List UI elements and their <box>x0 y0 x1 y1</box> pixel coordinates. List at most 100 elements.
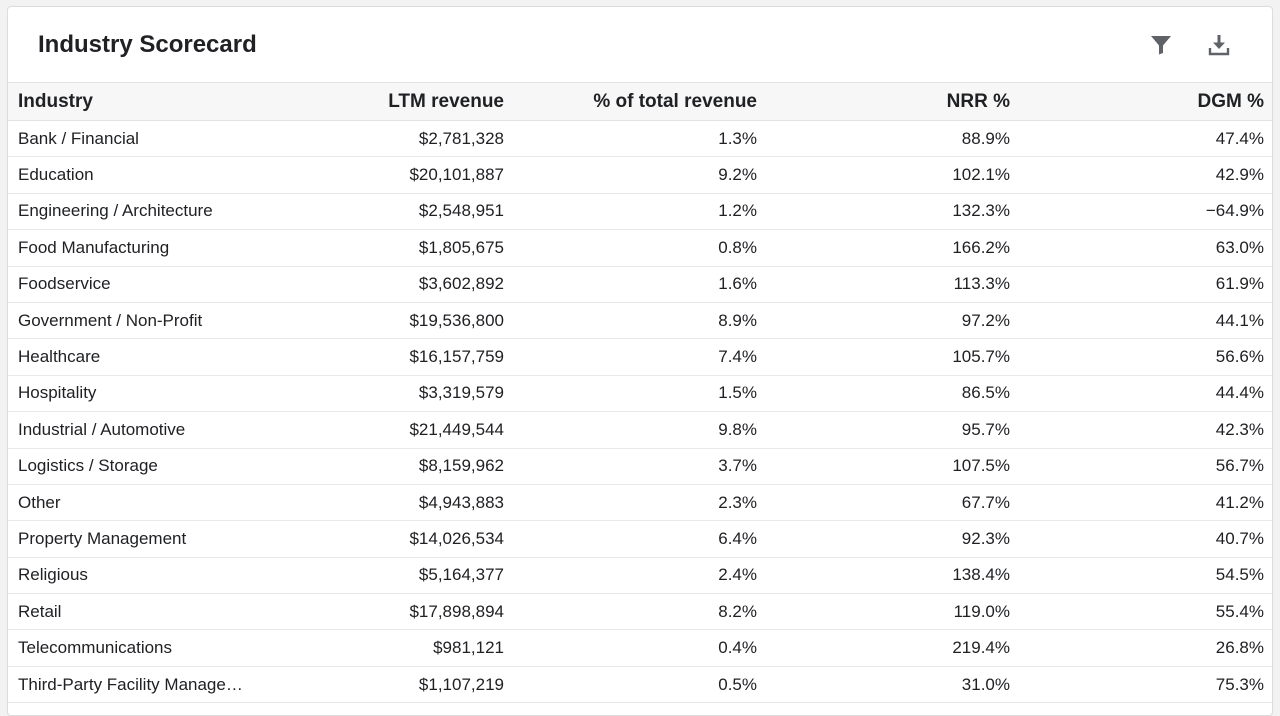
cell-dgm: 54.5% <box>1215 565 1264 585</box>
cell-nrr: 138.4% <box>952 565 1010 585</box>
download-button[interactable] <box>1207 33 1231 57</box>
cell-industry: Food Manufacturing <box>18 237 170 257</box>
cell-dgm: 55.4% <box>1215 601 1264 621</box>
table-row[interactable]: Religious $5,164,377 2.4% 138.4% 54.5% <box>8 557 1272 594</box>
download-icon <box>1208 35 1230 56</box>
cell-nrr: 102.1% <box>952 165 1010 185</box>
cell-pct-total-revenue: 3.7% <box>718 456 757 476</box>
cell-ltm-revenue: $1,107,219 <box>418 674 504 694</box>
cell-dgm: 40.7% <box>1215 528 1264 548</box>
cell-industry: Engineering / Architecture <box>18 201 213 221</box>
cell-pct-total-revenue: 2.4% <box>718 565 757 585</box>
cell-nrr: 132.3% <box>952 201 1010 221</box>
cell-nrr: 67.7% <box>961 492 1010 512</box>
cell-nrr: 97.2% <box>961 310 1010 330</box>
card-title: Industry Scorecard <box>38 31 257 58</box>
card-header: Industry Scorecard <box>8 7 1272 82</box>
cell-pct-total-revenue: 0.8% <box>718 237 757 257</box>
table-row[interactable]: Government / Non-Profit $19,536,800 8.9% 97… <box>8 302 1272 339</box>
table-row[interactable]: Education $20,101,887 9.2% 102.1% 42.9% <box>8 157 1272 194</box>
cell-ltm-revenue: $3,319,579 <box>418 383 504 403</box>
cell-nrr: 88.9% <box>961 128 1010 148</box>
cell-ltm-revenue: $1,805,675 <box>418 237 504 257</box>
cell-industry: Religious <box>18 565 88 585</box>
cell-ltm-revenue: $3,602,892 <box>418 274 504 294</box>
cell-ltm-revenue: $2,548,951 <box>418 201 504 221</box>
cell-ltm-revenue: $19,536,800 <box>409 310 504 330</box>
table-row[interactable]: Industrial / Automotive $21,449,544 9.8% 95… <box>8 412 1272 449</box>
cell-dgm: 56.7% <box>1215 456 1264 476</box>
table-row[interactable]: Third-Party Facility Managem… $1,107,219 0… <box>8 666 1272 703</box>
cell-dgm: 47.4% <box>1215 128 1264 148</box>
cell-ltm-revenue: $16,157,759 <box>409 347 504 367</box>
table-row[interactable]: Property Management $14,026,534 6.4% 92.3% 4… <box>8 521 1272 558</box>
cell-ltm-revenue: $21,449,544 <box>409 419 504 439</box>
column-header-nrr[interactable]: NRR % <box>946 90 1010 112</box>
table-row[interactable]: Engineering / Architecture $2,548,951 1.2%… <box>8 193 1272 230</box>
cell-industry: Government / Non-Profit <box>18 310 203 330</box>
cell-dgm: 44.1% <box>1215 310 1264 330</box>
cell-pct-total-revenue: 1.6% <box>718 274 757 294</box>
cell-ltm-revenue: $2,781,328 <box>418 128 504 148</box>
table-row[interactable]: Healthcare $16,157,759 7.4% 105.7% 56.6% <box>8 339 1272 376</box>
cell-nrr: 119.0% <box>953 601 1010 621</box>
cell-industry: Logistics / Storage <box>18 456 158 476</box>
cell-ltm-revenue: $8,159,962 <box>418 456 504 476</box>
cell-dgm: 75.3% <box>1215 674 1264 694</box>
industry-scorecard-card: Industry Scorecard Industry LTM revenue … <box>7 6 1273 716</box>
column-header-pct-total-revenue[interactable]: % of total revenue <box>593 90 757 112</box>
cell-nrr: 31.0% <box>961 674 1010 694</box>
filter-icon <box>1151 36 1171 55</box>
table-row[interactable]: Telecommunications $981,121 0.4% 219.4% 26.8… <box>8 630 1272 667</box>
cell-industry: Telecommunications <box>18 638 173 658</box>
column-header-industry[interactable]: Industry <box>18 90 93 112</box>
table-row[interactable]: Other $4,943,883 2.3% 67.7% 41.2% <box>8 484 1272 521</box>
cell-industry: Third-Party Facility Managem… <box>18 674 258 694</box>
cell-pct-total-revenue: 7.4% <box>718 347 757 367</box>
cell-pct-total-revenue: 0.5% <box>718 674 757 694</box>
table-row[interactable]: Food Manufacturing $1,805,675 0.8% 166.2% 63… <box>8 230 1272 267</box>
cell-industry: Other <box>18 492 61 512</box>
cell-ltm-revenue: $20,101,887 <box>409 165 504 185</box>
cell-dgm: 26.8% <box>1215 638 1264 658</box>
cell-pct-total-revenue: 9.8% <box>718 419 757 439</box>
table-row[interactable]: Hospitality $3,319,579 1.5% 86.5% 44.4% <box>8 375 1272 412</box>
cell-dgm: 42.9% <box>1215 165 1264 185</box>
cell-nrr: 92.3% <box>961 528 1010 548</box>
cell-nrr: 86.5% <box>961 383 1010 403</box>
cell-pct-total-revenue: 2.3% <box>718 492 757 512</box>
cell-pct-total-revenue: 1.3% <box>718 128 757 148</box>
scorecard-table: Industry LTM revenue % of total revenue … <box>8 82 1272 703</box>
cell-ltm-revenue: $981,121 <box>433 638 504 658</box>
cell-nrr: 219.4% <box>952 638 1010 658</box>
table-header: Industry LTM revenue % of total revenue … <box>8 82 1272 121</box>
cell-nrr: 107.5% <box>952 456 1010 476</box>
cell-ltm-revenue: $5,164,377 <box>418 565 504 585</box>
cell-pct-total-revenue: 9.2% <box>718 165 757 185</box>
table-row[interactable]: Logistics / Storage $8,159,962 3.7% 107.5% 5… <box>8 448 1272 485</box>
table-body: Bank / Financial $2,781,328 1.3% 88.9% 47.4%… <box>8 121 1272 703</box>
cell-pct-total-revenue: 1.5% <box>718 383 757 403</box>
column-header-dgm[interactable]: DGM % <box>1197 90 1265 112</box>
header-row: Industry LTM revenue % of total revenue … <box>8 82 1272 121</box>
filter-button[interactable] <box>1149 33 1173 57</box>
cell-pct-total-revenue: 0.4% <box>718 638 757 658</box>
cell-dgm: 42.3% <box>1215 419 1264 439</box>
table-row[interactable]: Foodservice $3,602,892 1.6% 113.3% 61.9% <box>8 266 1272 303</box>
cell-industry: Foodservice <box>18 274 111 294</box>
cell-pct-total-revenue: 1.2% <box>718 201 757 221</box>
cell-pct-total-revenue: 6.4% <box>718 528 757 548</box>
cell-nrr: 105.7% <box>952 347 1010 367</box>
cell-ltm-revenue: $14,026,534 <box>409 528 504 548</box>
table-row[interactable]: Retail $17,898,894 8.2% 119.0% 55.4% <box>8 594 1272 630</box>
cell-industry: Bank / Financial <box>18 128 139 148</box>
cell-industry: Industrial / Automotive <box>18 419 186 439</box>
cell-nrr: 95.7% <box>961 419 1010 439</box>
cell-dgm: 44.4% <box>1215 383 1264 403</box>
cell-dgm: 56.6% <box>1215 347 1264 367</box>
cell-industry: Education <box>18 165 94 185</box>
table-row[interactable]: Bank / Financial $2,781,328 1.3% 88.9% 47.4% <box>8 121 1272 157</box>
cell-industry: Retail <box>18 601 62 621</box>
column-header-ltm-revenue[interactable]: LTM revenue <box>388 90 504 112</box>
cell-dgm: 41.2% <box>1215 492 1264 512</box>
